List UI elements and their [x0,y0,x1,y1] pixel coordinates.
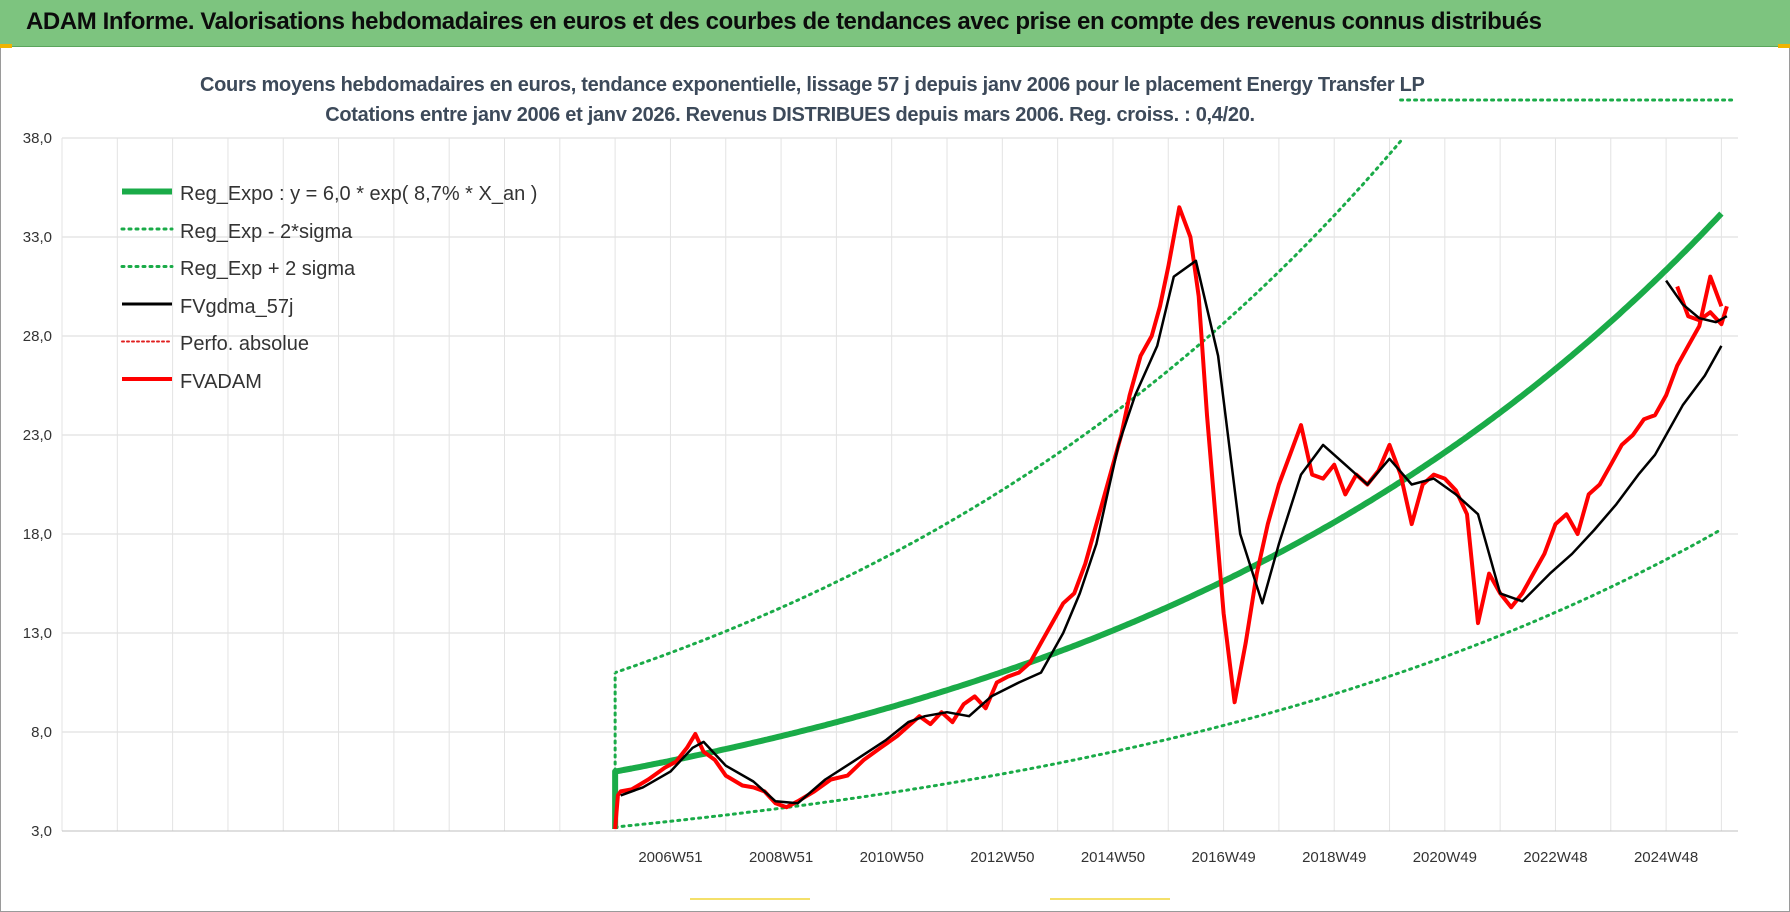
legend-swatch-reg-exp-minus [122,226,172,238]
y-tick-label: 3,0 [31,823,52,840]
series-fvgdma-tail [1665,279,1728,324]
x-tick-label: 2016W49 [1191,849,1255,866]
legend-item-fvgdma: FVgdma_57j [122,289,537,327]
x-tick-label: 2014W50 [1081,849,1145,866]
x-tick-label: 2010W50 [860,849,924,866]
legend-label-reg-exp-plus: Reg_Exp + 2 sigma [180,258,356,281]
legend-swatch-reg-expo [122,189,172,201]
legend-label-reg-expo: Reg_Expo : y = 6,0 * exp( 8,7% * X_an ) [180,183,538,206]
legend-label-reg-exp-minus: Reg_Exp - 2*sigma [180,220,353,243]
legend-swatch-reg-exp-plus [122,264,172,276]
x-tick-label: 2008W51 [749,849,813,866]
x-axis: 2006W51 2008W51 2010W50 2012W50 2014W50 2016W… [638,849,1698,866]
x-tick-label: 2012W50 [970,849,1034,866]
x-tick-label: 2006W51 [638,849,702,866]
legend-label-fvadam: FVADAM [180,370,262,393]
y-tick-label: 8,0 [31,724,52,741]
bottom-accent-left [690,898,810,900]
legend-item-fvadam: FVADAM [122,364,537,402]
series-reg-exp-plus [613,139,1403,829]
report-header: ADAM Informe. Valorisations hebdomadaire… [0,0,1790,47]
chart-title-line-2: Cotations entre janv 2006 et janv 2026. … [325,104,1255,126]
corner-marker-right [1778,44,1790,48]
legend-swatch-fvadam [122,376,172,388]
x-tick-label: 2022W48 [1523,849,1587,866]
y-tick-label: 33,0 [23,229,52,246]
chart-title: Cours moyens hebdomadaires en euros, ten… [200,70,1425,130]
chart-legend: Reg_Expo : y = 6,0 * exp( 8,7% * X_an ) … [122,176,537,401]
legend-swatches [120,188,174,381]
legend-swatch-fvgdma [122,301,172,313]
bottom-accent-right [1050,898,1170,900]
y-tick-label: 38,0 [23,130,52,147]
legend-label-fvgdma: FVgdma_57j [180,295,294,318]
y-axis: 3,0 8,0 13,0 18,0 23,0 28,0 33,0 38,0 [23,130,52,840]
x-tick-label: 2018W49 [1302,849,1366,866]
x-tick-label: 2024W48 [1634,849,1698,866]
y-tick-label: 13,0 [23,625,52,642]
y-tick-label: 28,0 [23,328,52,345]
series-fvgdma [620,259,1723,805]
legend-item-reg-expo: Reg_Expo : y = 6,0 * exp( 8,7% * X_an ) [122,176,537,214]
legend-swatch-perfo [122,339,172,351]
legend-label-perfo: Perfo. absolue [180,333,309,356]
series-layer [612,98,1734,830]
y-tick-label: 18,0 [23,526,52,543]
series-reg-expo [612,211,1724,830]
x-tick-label: 2020W49 [1413,849,1477,866]
series-fvadam-tail [1675,285,1729,327]
report-title: ADAM Informe. Valorisations hebdomadaire… [26,8,1542,35]
corner-marker-left [0,44,12,48]
chart-grid [61,137,1738,832]
legend-item-reg-exp-plus: Reg_Exp + 2 sigma [122,251,537,289]
series-reg-exp-minus [613,527,1723,829]
chart-title-line-1: Cours moyens hebdomadaires en euros, ten… [200,74,1425,96]
legend-item-reg-exp-minus: Reg_Exp - 2*sigma [122,214,537,252]
legend-item-perfo: Perfo. absolue [122,326,537,364]
y-tick-label: 23,0 [23,427,52,444]
